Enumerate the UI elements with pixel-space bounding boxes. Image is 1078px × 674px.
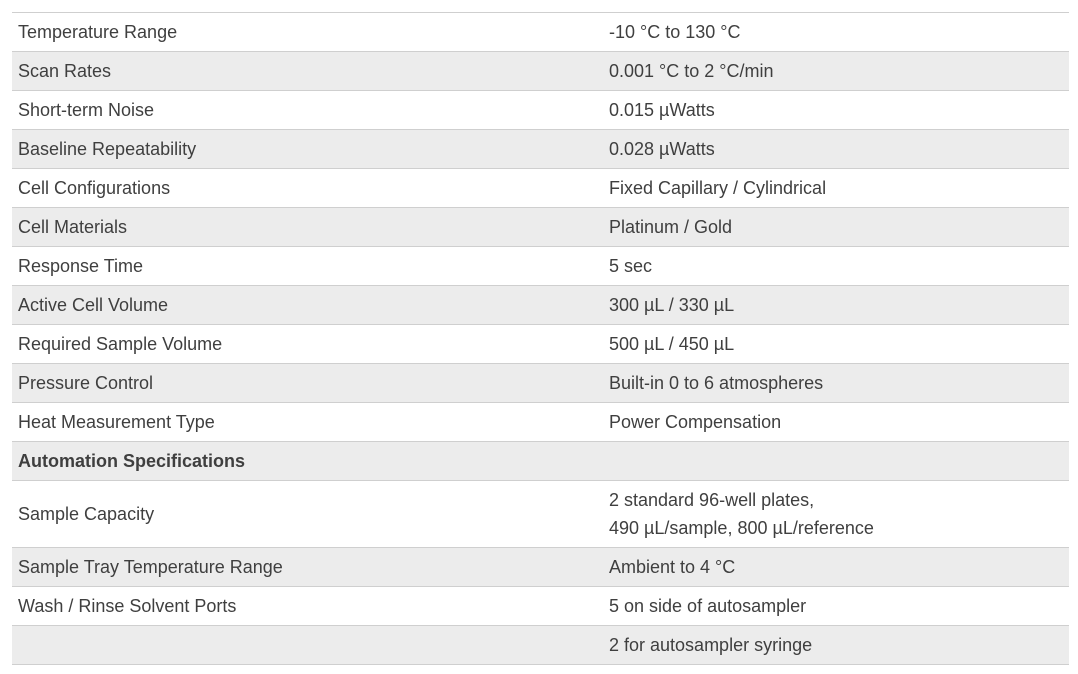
spec-value: Built-in 0 to 6 atmospheres (609, 373, 824, 393)
spec-label: Heat Measurement Type (18, 412, 215, 432)
specifications-table: Temperature Range -10 °C to 130 °C Scan … (12, 12, 1069, 665)
table-row: Scan Rates 0.001 °C to 2 °C/min (12, 52, 1069, 91)
table-row: Cell Configurations Fixed Capillary / Cy… (12, 169, 1069, 208)
table-row: Baseline Repeatability 0.028 µWatts (12, 130, 1069, 169)
spec-label: Baseline Repeatability (18, 139, 197, 159)
spec-value: Platinum / Gold (609, 217, 733, 237)
spec-label: Temperature Range (18, 22, 178, 42)
spec-label: Active Cell Volume (18, 295, 169, 315)
spec-label: Short-term Noise (18, 100, 155, 120)
table-row: Cell Materials Platinum / Gold (12, 208, 1069, 247)
table-row: Heat Measurement Type Power Compensation (12, 403, 1069, 442)
table-row: Sample Capacity 2 standard 96-well plate… (12, 481, 1069, 548)
table-row: Response Time 5 sec (12, 247, 1069, 286)
spec-value: 5 sec (609, 256, 653, 276)
spec-label: Sample Tray Temperature Range (18, 557, 283, 577)
spec-label: Scan Rates (18, 61, 112, 81)
spec-value: 2 for autosampler syringe (609, 635, 813, 655)
section-header-row: Automation Specifications (12, 442, 1069, 481)
spec-value: 5 on side of autosampler (609, 596, 807, 616)
spec-value: Ambient to 4 °C (609, 557, 736, 577)
table-row: Temperature Range -10 °C to 130 °C (12, 13, 1069, 52)
spec-label: Cell Materials (18, 217, 128, 237)
spec-label: Wash / Rinse Solvent Ports (18, 596, 237, 616)
table-row: Sample Tray Temperature Range Ambient to… (12, 548, 1069, 587)
spec-value: 300 µL / 330 µL (609, 295, 735, 315)
spec-label: Sample Capacity (18, 504, 155, 524)
table-row: Wash / Rinse Solvent Ports 5 on side of … (12, 587, 1069, 626)
spec-label: Cell Configurations (18, 178, 171, 198)
table-row: 2 for autosampler syringe (12, 626, 1069, 665)
spec-label: Required Sample Volume (18, 334, 223, 354)
table-row: Active Cell Volume 300 µL / 330 µL (12, 286, 1069, 325)
spec-value: 0.028 µWatts (609, 139, 715, 159)
table-row: Required Sample Volume 500 µL / 450 µL (12, 325, 1069, 364)
spec-value: Power Compensation (609, 412, 782, 432)
section-heading: Automation Specifications (18, 451, 246, 471)
spec-value: -10 °C to 130 °C (609, 22, 741, 42)
spec-value: 0.001 °C to 2 °C/min (609, 61, 774, 81)
spec-value: 2 standard 96-well plates, 490 µL/sample… (609, 490, 874, 538)
spec-label: Response Time (18, 256, 144, 276)
spec-label: Pressure Control (18, 373, 154, 393)
table-row: Short-term Noise 0.015 µWatts (12, 91, 1069, 130)
spec-value: 0.015 µWatts (609, 100, 715, 120)
table-row: Pressure Control Built-in 0 to 6 atmosph… (12, 364, 1069, 403)
spec-value: Fixed Capillary / Cylindrical (609, 178, 827, 198)
spec-value: 500 µL / 450 µL (609, 334, 735, 354)
